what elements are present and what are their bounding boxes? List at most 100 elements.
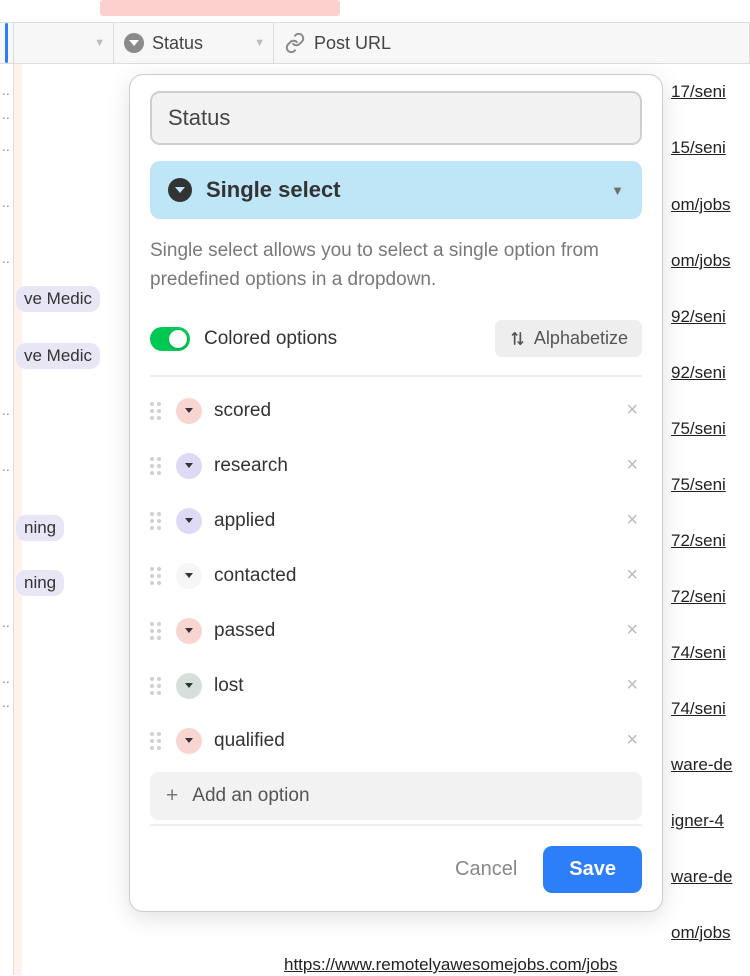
url-text: 15/seni (671, 138, 726, 158)
cell-url-fragment[interactable]: 72/seni (665, 584, 750, 610)
alphabetize-label: Alphabetize (534, 328, 628, 349)
options-list: scored×research×applied×contacted×passed… (150, 383, 642, 768)
option-color-picker[interactable] (176, 618, 202, 644)
option-row[interactable]: passed × (150, 603, 642, 658)
cell-url-fragment[interactable]: 75/seni (665, 416, 750, 442)
drag-handle-icon[interactable] (150, 402, 164, 420)
cell-tag[interactable]: ning (16, 567, 120, 599)
save-button[interactable]: Save (543, 846, 642, 893)
field-type-helper-text: Single select allows you to select a sin… (150, 237, 642, 294)
cell-url-fragment[interactable]: 72/seni (665, 528, 750, 554)
cell-url-fragment[interactable]: om/jobs (665, 248, 750, 274)
delete-option-button[interactable]: × (622, 399, 642, 422)
row-overflow-indicator: .. (0, 190, 14, 214)
drag-handle-icon[interactable] (150, 622, 164, 640)
cell-url-fragment[interactable]: 74/seni (665, 640, 750, 666)
cell-url-fragment[interactable]: ware-de (665, 752, 750, 778)
add-option-button[interactable]: + Add an option (150, 772, 642, 820)
cell-url-fragment[interactable]: om/jobs (665, 920, 750, 946)
delete-option-button[interactable]: × (622, 619, 642, 642)
cell-url-fragment[interactable]: 74/seni (665, 696, 750, 722)
single-select-icon (124, 33, 144, 53)
option-row[interactable]: contacted × (150, 548, 642, 603)
drag-handle-icon[interactable] (150, 732, 164, 750)
cell-url-fragment[interactable]: om/jobs (665, 192, 750, 218)
column-header-label: Status (152, 33, 203, 54)
cell-tag[interactable]: ve Medic (16, 283, 120, 315)
highlight-band (100, 0, 340, 16)
drag-handle-icon[interactable] (150, 512, 164, 530)
chevron-down-icon: ▼ (94, 37, 105, 49)
url-text: ware-de (671, 755, 732, 775)
delete-option-button[interactable]: × (622, 509, 642, 532)
option-row[interactable]: qualified × (150, 713, 642, 768)
cell-url-fragment[interactable]: 75/seni (665, 472, 750, 498)
option-label[interactable]: research (214, 455, 610, 477)
field-type-select[interactable]: Single select ▼ (150, 161, 642, 219)
option-label[interactable]: lost (214, 675, 610, 697)
tag-chip: ning (16, 515, 64, 541)
cell-url-fragment[interactable]: 17/seni (665, 79, 750, 105)
option-label[interactable]: passed (214, 620, 610, 642)
field-config-popover: Status Single select ▼ Single select all… (129, 74, 663, 912)
option-label[interactable]: contacted (214, 565, 610, 587)
cell-url-fragment[interactable]: ware-de (665, 864, 750, 890)
cell-tag[interactable]: ve Medic (16, 340, 120, 372)
row-overflow-indicator: .. (0, 246, 14, 270)
delete-option-button[interactable]: × (622, 674, 642, 697)
url-text: 72/seni (671, 587, 726, 607)
option-row[interactable]: lost × (150, 658, 642, 713)
drag-handle-icon[interactable] (150, 567, 164, 585)
cell-url-fragment[interactable]: 92/seni (665, 360, 750, 386)
option-color-picker[interactable] (176, 673, 202, 699)
url-text: om/jobs (671, 195, 731, 215)
row-handle-col (0, 23, 14, 63)
column-header-tags[interactable]: ▼ (14, 23, 114, 63)
url-text: 17/seni (671, 82, 726, 102)
url-text: 75/seni (671, 419, 726, 439)
alphabetize-button[interactable]: Alphabetize (495, 320, 642, 357)
cancel-button[interactable]: Cancel (449, 850, 523, 889)
plus-icon: + (166, 784, 178, 808)
field-name-input[interactable]: Status (150, 91, 642, 145)
option-row[interactable]: research × (150, 438, 642, 493)
column-header-posturl[interactable]: Post URL (274, 23, 750, 63)
sort-icon (509, 330, 526, 347)
row-overflow-indicator: .. (0, 454, 14, 478)
divider (150, 824, 642, 826)
cell-tag[interactable]: ning (16, 512, 120, 544)
option-color-picker[interactable] (176, 453, 202, 479)
single-select-icon (168, 178, 192, 202)
option-row[interactable]: applied × (150, 493, 642, 548)
drag-handle-icon[interactable] (150, 677, 164, 695)
url-text: https://www.remotelyawesomejobs.com/jobs (284, 955, 618, 975)
cell-url-fragment[interactable]: 92/seni (665, 304, 750, 330)
cancel-label: Cancel (455, 858, 517, 880)
delete-option-button[interactable]: × (622, 729, 642, 752)
cell-url-fragment[interactable]: igner-4 (665, 808, 750, 834)
tag-chip: ning (16, 570, 64, 596)
field-type-label: Single select (206, 177, 341, 203)
drag-handle-icon[interactable] (150, 457, 164, 475)
url-text: 74/seni (671, 643, 726, 663)
column-header-label: Post URL (314, 33, 391, 54)
option-color-picker[interactable] (176, 563, 202, 589)
option-color-picker[interactable] (176, 398, 202, 424)
option-label[interactable]: qualified (214, 730, 610, 752)
delete-option-button[interactable]: × (622, 564, 642, 587)
column-header-status[interactable]: Status ▼ (114, 23, 274, 63)
column-header-row: ▼ Status ▼ Post URL (0, 22, 750, 64)
delete-option-button[interactable]: × (622, 454, 642, 477)
cell-url-fragment[interactable]: 15/seni (665, 135, 750, 161)
chevron-down-icon: ▼ (611, 183, 624, 198)
url-text: 92/seni (671, 363, 726, 383)
cell-url[interactable]: https://www.remotelyawesomejobs.com/jobs (278, 954, 750, 976)
option-color-picker[interactable] (176, 508, 202, 534)
colored-options-toggle[interactable] (150, 327, 190, 351)
option-label[interactable]: applied (214, 510, 610, 532)
column-resize-handle[interactable] (5, 23, 8, 63)
option-row[interactable]: scored × (150, 383, 642, 438)
option-color-picker[interactable] (176, 728, 202, 754)
url-text: 72/seni (671, 531, 726, 551)
option-label[interactable]: scored (214, 400, 610, 422)
